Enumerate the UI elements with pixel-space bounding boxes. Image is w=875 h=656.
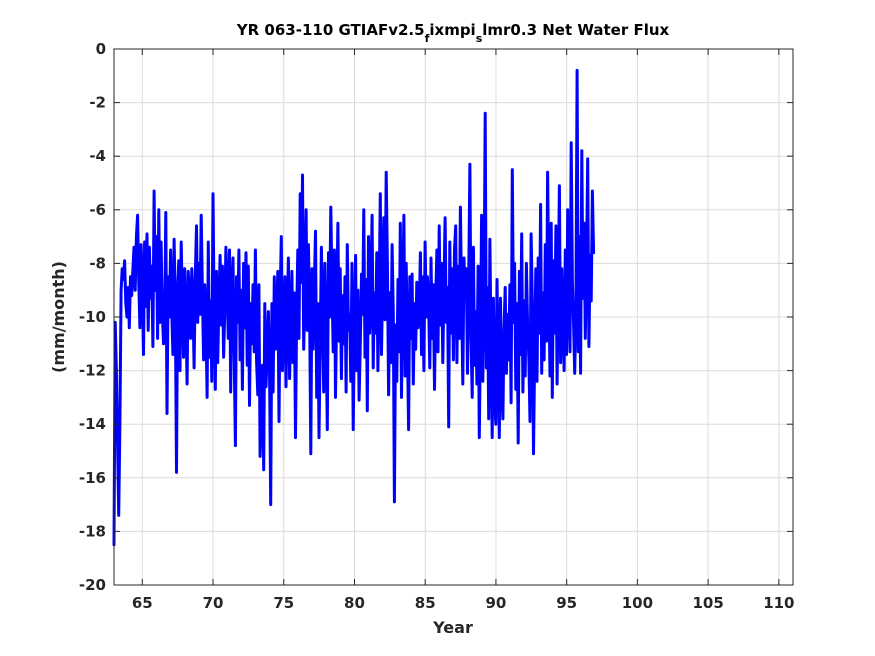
x-tick-label: 80 <box>344 594 365 612</box>
x-tick-label: 90 <box>486 594 507 612</box>
x-tick-label: 100 <box>622 594 653 612</box>
title-subscript-s: s <box>476 32 483 45</box>
title-prefix: YR 063-110 GTIAFv2.5 <box>236 21 425 39</box>
y-tick-label: -8 <box>89 254 106 272</box>
y-tick-label: -4 <box>89 147 106 165</box>
y-tick-label: 0 <box>96 40 106 58</box>
y-tick-label: -6 <box>89 201 106 219</box>
title-suffix: lmr0.3 Net Water Flux <box>482 21 669 39</box>
y-tick-label: -18 <box>79 522 106 540</box>
x-axis-label: Year <box>432 618 473 637</box>
series-layer <box>112 68 596 547</box>
x-tick-label: 105 <box>692 594 723 612</box>
series-line-net-water-flux <box>112 68 596 547</box>
title-subscript-f: f <box>425 32 430 45</box>
y-tick-labels: -20-18-16-14-12-10-8-6-4-20 <box>79 40 106 594</box>
x-tick-label: 85 <box>415 594 436 612</box>
y-tick-label: -16 <box>79 469 106 487</box>
y-tick-label: -20 <box>79 576 106 594</box>
x-tick-label: 70 <box>203 594 224 612</box>
x-tick-label: 95 <box>556 594 577 612</box>
tick-marks <box>114 48 793 586</box>
y-tick-label: -10 <box>79 308 106 326</box>
y-tick-label: -14 <box>79 415 106 433</box>
title-middle: ixmpi <box>429 21 475 39</box>
x-tick-labels: 65 70 75 80 85 90 95 100 105 110 <box>132 594 795 612</box>
x-tick-label: 65 <box>132 594 153 612</box>
y-axis-label: (mm/month) <box>49 261 68 373</box>
x-tick-label: 75 <box>273 594 294 612</box>
y-tick-label: -12 <box>79 362 106 380</box>
x-tick-label: 110 <box>763 594 794 612</box>
y-tick-label: -2 <box>89 94 106 112</box>
chart-title: YR 063-110 GTIAFv2.5fixmpislmr0.3 Net Wa… <box>236 21 670 45</box>
